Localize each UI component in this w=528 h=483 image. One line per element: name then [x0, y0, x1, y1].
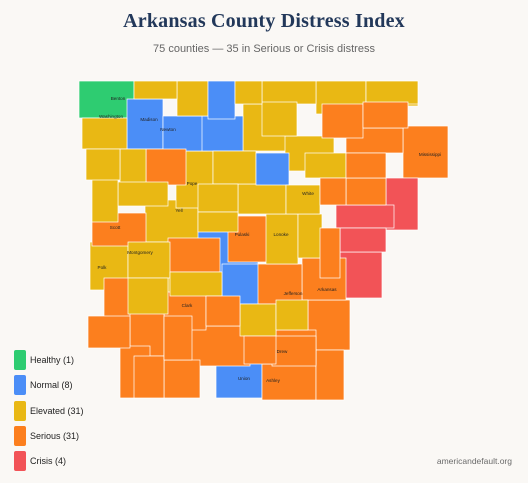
county-lonoke[interactable] — [265, 213, 299, 265]
county-dallas[interactable] — [205, 295, 241, 327]
county-phillips[interactable] — [339, 251, 383, 299]
county-cleveland[interactable] — [239, 303, 277, 337]
legend-swatch-serious — [14, 425, 26, 446]
county-lafayette[interactable] — [133, 355, 165, 399]
county-searcy[interactable] — [201, 115, 244, 152]
county-label-madison: Madison — [140, 117, 158, 122]
county-columbia[interactable] — [163, 359, 201, 399]
county-marion[interactable] — [207, 80, 236, 120]
legend-item-crisis: Crisis (4) — [14, 451, 84, 472]
county-crawford[interactable] — [85, 148, 121, 181]
county-logan[interactable] — [117, 181, 169, 207]
county-monroe[interactable] — [319, 227, 341, 279]
county-perry[interactable] — [197, 211, 239, 233]
county-label-washington: Washington — [99, 114, 124, 119]
county-st-francis[interactable] — [335, 204, 395, 229]
county-carroll[interactable] — [133, 80, 178, 100]
county-montgomery[interactable] — [127, 241, 171, 279]
county-greene[interactable] — [362, 101, 409, 129]
county-chicot[interactable] — [315, 349, 345, 401]
county-cross[interactable] — [345, 177, 387, 206]
county-madison[interactable] — [126, 98, 164, 150]
county-cleburne[interactable] — [255, 152, 290, 186]
county-lee[interactable] — [339, 227, 387, 253]
county-label-ashley: Ashley — [266, 378, 280, 383]
county-sebastian[interactable] — [91, 178, 119, 223]
legend-label-healthy: Healthy (1) — [30, 355, 75, 365]
county-label-clark: Clark — [182, 303, 193, 308]
county-label-mississippi: Mississippi — [419, 152, 441, 157]
legend-label-serious: Serious (31) — [30, 430, 80, 441]
county-boone[interactable] — [176, 80, 209, 117]
county-fulton[interactable] — [261, 80, 317, 105]
county-label-yell: Yell — [175, 208, 182, 213]
county-lawrence[interactable] — [321, 103, 364, 139]
legend-swatch-crisis — [14, 451, 26, 472]
legend-swatch-elevated — [14, 400, 26, 421]
county-faulkner[interactable] — [237, 183, 287, 215]
map-title: Arkansas County Distress Index — [123, 10, 405, 32]
county-label-newton: Newton — [160, 127, 176, 132]
county-van-buren[interactable] — [212, 150, 257, 185]
county-label-arkansas: Arkansas — [317, 287, 337, 292]
county-label-drew: Drew — [277, 349, 288, 354]
county-nevada[interactable] — [163, 315, 193, 361]
county-label-pulaski: Pulaski — [235, 232, 250, 237]
county-label-scott: Scott — [110, 225, 121, 230]
county-baxter[interactable] — [234, 80, 263, 105]
legend-item-elevated: Elevated (31) — [14, 400, 84, 421]
county-conway[interactable] — [197, 183, 239, 213]
county-calhoun[interactable] — [243, 335, 277, 365]
legend-label-elevated: Elevated (31) — [30, 405, 84, 416]
county-woodruff[interactable] — [319, 177, 347, 206]
county-poinsett[interactable] — [345, 152, 387, 179]
county-jefferson[interactable] — [255, 263, 303, 305]
legend-item-normal: Normal (8) — [14, 375, 84, 396]
county-prairie[interactable] — [297, 213, 323, 259]
county-label-pope: Pope — [187, 181, 198, 186]
county-label-lonoke: Lonoke — [273, 232, 289, 237]
county-jackson[interactable] — [304, 152, 347, 179]
county-izard[interactable] — [261, 101, 298, 137]
county-garland[interactable] — [167, 237, 221, 273]
county-lincoln[interactable] — [275, 299, 309, 331]
county-label-white: White — [302, 191, 314, 196]
legend-item-serious: Serious (31) — [14, 425, 84, 446]
county-white[interactable] — [285, 184, 321, 215]
legend-label-normal: Normal (8) — [30, 380, 73, 391]
legend-label-crisis: Crisis (4) — [30, 456, 66, 467]
county-little-river[interactable] — [87, 315, 131, 349]
source-credit: americandefault.org — [436, 456, 512, 466]
map-subtitle: 75 counties — 35 in Serious or Crisis di… — [153, 43, 375, 55]
county-newton[interactable] — [162, 115, 208, 152]
county-johnson[interactable] — [145, 148, 187, 186]
county-mississippi[interactable] — [402, 125, 449, 179]
county-label-montgomery: Montgomery — [127, 250, 153, 255]
legend-swatch-healthy — [14, 350, 26, 370]
county-benton[interactable] — [78, 80, 135, 119]
county-label-polk: Polk — [98, 265, 108, 270]
county-hot-spring[interactable] — [169, 271, 223, 297]
county-randolph[interactable] — [365, 80, 419, 105]
legend-swatch-normal — [14, 375, 26, 396]
county-washington[interactable] — [81, 117, 128, 150]
legend: Healthy (1) Normal (8) Elevated (31) Ser… — [14, 350, 84, 476]
county-ashley[interactable] — [261, 363, 317, 401]
legend-item-healthy: Healthy (1) — [14, 350, 84, 370]
county-label-jefferson: Jefferson — [284, 291, 303, 296]
county-howard[interactable] — [127, 277, 169, 315]
county-label-union: Union — [238, 376, 250, 381]
county-label-benton: Benton — [111, 96, 126, 101]
